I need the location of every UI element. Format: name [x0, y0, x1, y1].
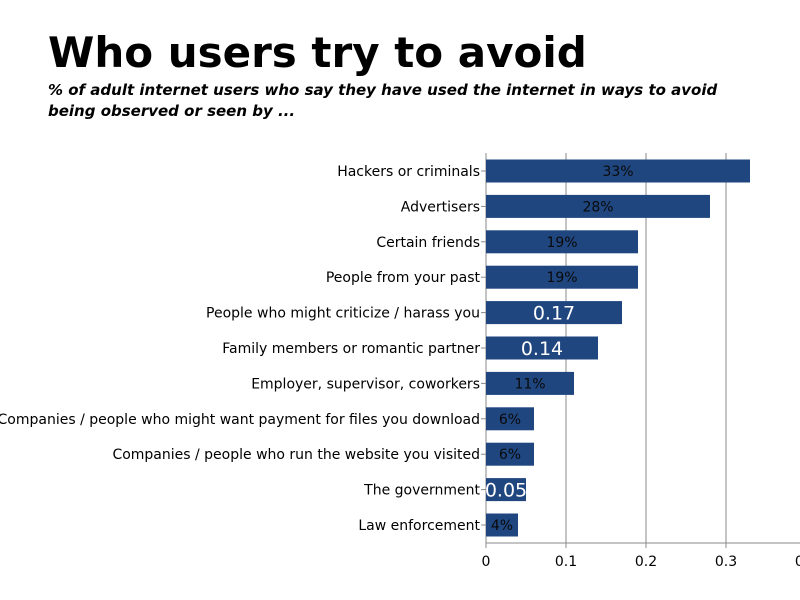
bar [486, 513, 518, 537]
x-tick-label: 0.2 [635, 554, 657, 570]
bar [486, 301, 622, 325]
data-label: 19% [546, 270, 577, 286]
chart-subtitle: % of adult internet users who say they h… [48, 81, 718, 120]
bars [486, 159, 750, 537]
data-label: 0.17 [533, 303, 575, 325]
category-label: The government [363, 483, 480, 499]
category-label: Family members or romantic partner [222, 341, 480, 357]
category-label: Companies / people who might want paymen… [0, 412, 480, 428]
bar [486, 159, 750, 183]
category-label: Certain friends [376, 235, 480, 251]
category-label: Advertisers [401, 199, 480, 215]
data-label: 6% [499, 412, 521, 428]
x-tick-label: 0.3 [715, 554, 737, 570]
category-label: Employer, supervisor, coworkers [251, 376, 480, 392]
data-label: 0.14 [521, 338, 563, 360]
category-label: Hackers or criminals [337, 164, 480, 180]
bar [486, 371, 574, 395]
data-label: 33% [602, 164, 633, 180]
x-tick-label: 0.4 [795, 554, 800, 570]
data-label: 19% [546, 235, 577, 251]
bar [486, 336, 598, 360]
bar [486, 478, 526, 502]
category-labels: Hackers or criminals Advertisers Certain f… [0, 164, 481, 534]
bar [486, 442, 534, 466]
bar [486, 194, 710, 218]
category-label: People from your past [326, 270, 481, 286]
data-label: 0.05 [485, 480, 527, 502]
data-label: 4% [491, 518, 513, 534]
x-tick-label: 0.1 [555, 554, 577, 570]
bar [486, 407, 534, 431]
x-tick-labels: 0 0.1 0.2 0.3 0.4 [482, 554, 800, 570]
x-tick-label: 0 [482, 554, 491, 570]
chart-title: Who users try to avoid [48, 28, 587, 77]
bar [486, 265, 638, 289]
data-label: 11% [514, 376, 545, 392]
category-label: Law enforcement [358, 518, 480, 534]
data-labels: 33% 28% 19% 19% 0.17 0.14 11% 6% 6% 0.05 4% [485, 164, 634, 534]
category-label: Companies / people who run the website y… [112, 447, 480, 463]
category-label: People who might criticize / harass you [206, 306, 480, 322]
bar [486, 230, 638, 254]
data-label: 28% [582, 199, 613, 215]
data-label: 6% [499, 447, 521, 463]
